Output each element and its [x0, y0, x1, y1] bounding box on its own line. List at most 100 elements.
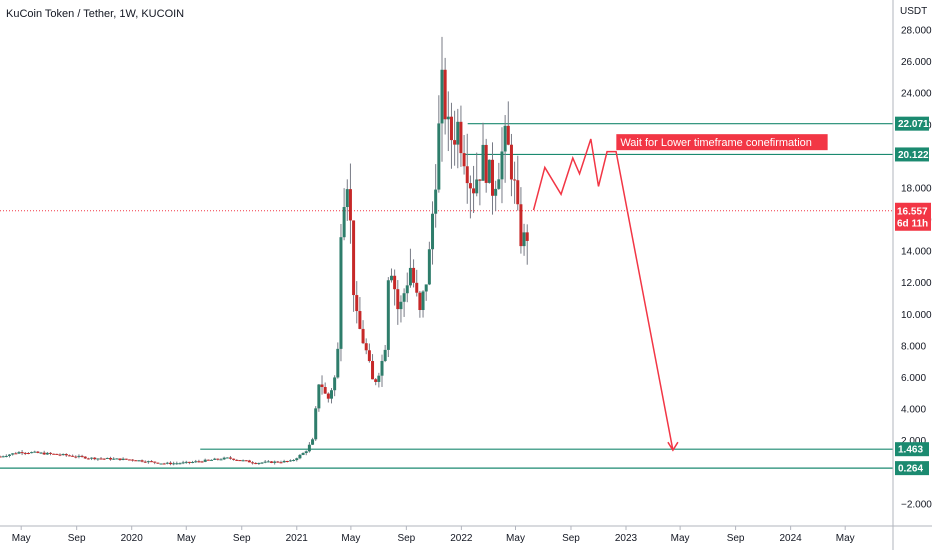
x-tick-label: Sep — [727, 533, 745, 544]
candle-body — [427, 249, 431, 285]
candle-body — [159, 463, 163, 465]
candle-body — [26, 452, 30, 454]
candle-body — [244, 460, 248, 462]
candle-body — [257, 462, 261, 464]
candle — [525, 224, 529, 265]
candle-body — [345, 189, 349, 208]
candle — [295, 457, 299, 462]
candle-body — [115, 458, 119, 460]
candle — [412, 259, 416, 288]
candle — [336, 342, 340, 379]
candle — [121, 457, 125, 461]
candle — [257, 462, 261, 465]
candle-body — [367, 350, 371, 362]
y-tick-label: 12.000 — [901, 278, 932, 289]
candle — [58, 453, 62, 457]
candle — [165, 461, 169, 465]
candle — [320, 375, 324, 395]
candle — [45, 451, 49, 455]
candle — [503, 115, 507, 183]
candle — [405, 272, 409, 303]
candle-body — [352, 220, 356, 296]
candle-body — [17, 452, 21, 454]
candle-body — [443, 69, 447, 120]
candle — [197, 459, 201, 463]
candle — [26, 452, 30, 455]
candle-body — [52, 453, 56, 455]
candle — [408, 248, 412, 288]
candle — [241, 459, 245, 462]
candle-body — [481, 144, 485, 181]
x-tick-label: 2021 — [286, 533, 309, 544]
level-price-tag — [895, 442, 929, 457]
candle-body — [30, 452, 34, 454]
candle — [36, 450, 40, 454]
candle-body — [494, 188, 498, 196]
candle — [307, 442, 311, 453]
projection-arrow-path[interactable] — [532, 138, 674, 451]
horizontal-levels[interactable] — [0, 123, 893, 469]
candle — [352, 220, 356, 312]
candle-body — [197, 461, 201, 463]
candle-body — [364, 343, 368, 351]
candle — [52, 453, 56, 455]
projection-layer[interactable]: Wait for Lower timeframe conefirmation — [532, 134, 828, 452]
candle-body — [405, 285, 409, 294]
candle — [342, 188, 346, 241]
candle — [301, 452, 305, 456]
candle — [292, 459, 296, 462]
candle — [402, 288, 406, 317]
candle — [254, 462, 258, 465]
candle — [380, 354, 384, 387]
candle-body — [219, 459, 223, 461]
candle-body — [288, 460, 292, 462]
candle — [86, 457, 90, 460]
candle — [146, 460, 150, 464]
y-tick-label: 18.000 — [901, 183, 932, 194]
candle-body — [336, 348, 340, 378]
x-tick-label: May — [671, 533, 690, 544]
candle — [153, 461, 157, 465]
candle-body — [440, 69, 444, 124]
annotation-box[interactable] — [616, 134, 828, 151]
candle-body — [301, 453, 305, 455]
candle-body — [222, 457, 226, 460]
candle — [137, 460, 141, 462]
candle-body — [412, 267, 416, 283]
candle — [396, 280, 400, 325]
candle — [134, 459, 138, 462]
candle — [77, 454, 81, 459]
candle-body — [7, 454, 11, 456]
candle-body — [194, 461, 198, 463]
candle — [389, 268, 393, 283]
candle — [285, 460, 289, 463]
candle-body — [0, 456, 2, 458]
candle — [345, 179, 349, 221]
x-tick-label: May — [506, 533, 525, 544]
candle — [311, 437, 315, 446]
candle-body — [333, 377, 337, 391]
candle — [194, 459, 198, 463]
candle — [431, 201, 435, 265]
candle — [4, 454, 8, 458]
candle — [276, 460, 280, 463]
candle — [314, 406, 318, 441]
candle — [222, 456, 226, 461]
candle-body — [232, 458, 236, 460]
candle-body — [143, 461, 147, 463]
candle-body — [83, 456, 87, 459]
candle — [475, 152, 479, 197]
candle-body — [36, 451, 40, 453]
candle-body — [45, 452, 49, 455]
candle-body — [472, 188, 476, 194]
candle — [108, 456, 112, 461]
candle-body — [456, 121, 460, 145]
candle-body — [86, 458, 90, 460]
y-tick-label: 26.000 — [901, 57, 932, 68]
candle — [172, 461, 176, 466]
candle — [112, 457, 116, 460]
candle — [487, 159, 491, 184]
candle-body — [39, 452, 43, 454]
countdown-label: 6d 11h — [897, 218, 928, 229]
